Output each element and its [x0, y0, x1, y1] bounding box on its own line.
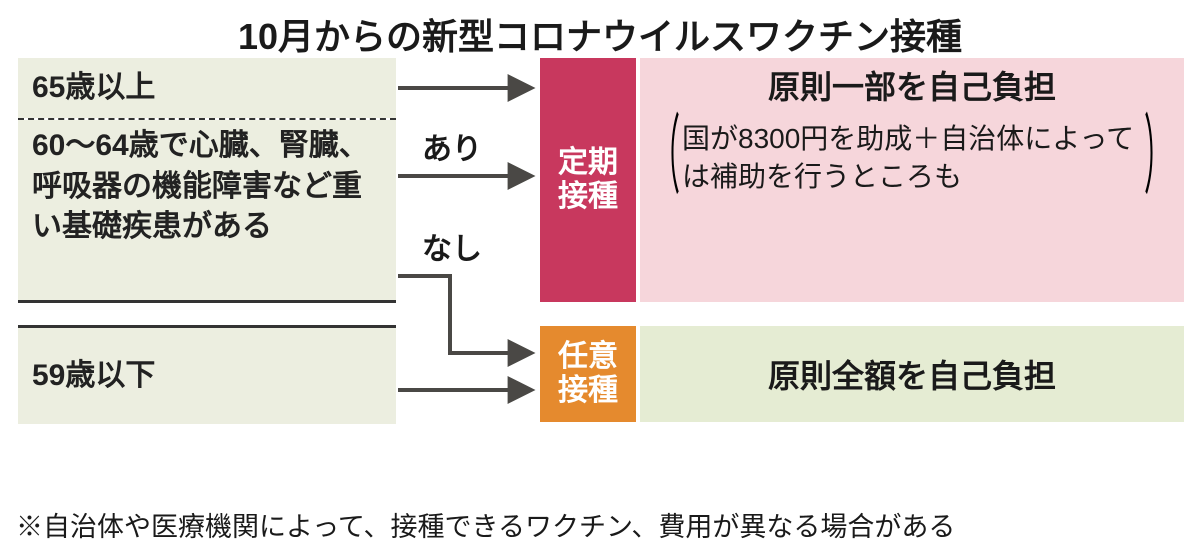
page-title: 10月からの新型コロナウイルスワクチン接種: [0, 0, 1200, 60]
type-label-optional-text: 任意 接種: [558, 340, 618, 409]
footnote: ※自治体や医療機関によって、接種できるワクチン、費用が異なる場合がある: [16, 505, 955, 544]
flow-label-yes: あり: [422, 124, 482, 168]
result-regular-detail-wrap: （ 国が8300円を助成＋自治体によっては補助を行うところも ）: [640, 114, 1184, 206]
result-regular-panel: 原則一部を自己負担 （ 国が8300円を助成＋自治体によっては補助を行うところも…: [640, 58, 1184, 302]
diagram-stage: 65歳以上 60～64歳で心臓、腎臓、呼吸器の機能障害など重い基礎疾患がある 5…: [0, 58, 1200, 500]
result-regular-detail: 国が8300円を助成＋自治体によっては補助を行うところも: [680, 120, 1144, 196]
type-label-regular-text: 定期 接種: [558, 146, 618, 215]
type-label-regular: 定期 接種: [540, 58, 636, 302]
age-group-65plus: 65歳以上: [18, 58, 396, 118]
flow-label-no: なし: [422, 224, 482, 268]
gap: [18, 303, 396, 325]
paren-right-icon: ）: [1144, 114, 1172, 201]
result-optional-title: 原則全額を自己負担: [768, 351, 1056, 397]
result-regular-title: 原則一部を自己負担: [640, 58, 1184, 114]
paren-left-icon: （: [652, 114, 680, 201]
age-group-59below: 59歳以下: [18, 328, 396, 424]
result-optional-panel: 原則全額を自己負担: [640, 326, 1184, 422]
type-label-optional: 任意 接種: [540, 326, 636, 422]
age-group-60-64: 60～64歳で心臓、腎臓、呼吸器の機能障害など重い基礎疾患がある: [18, 120, 396, 300]
age-groups-column: 65歳以上 60～64歳で心臓、腎臓、呼吸器の機能障害など重い基礎疾患がある 5…: [18, 58, 396, 424]
